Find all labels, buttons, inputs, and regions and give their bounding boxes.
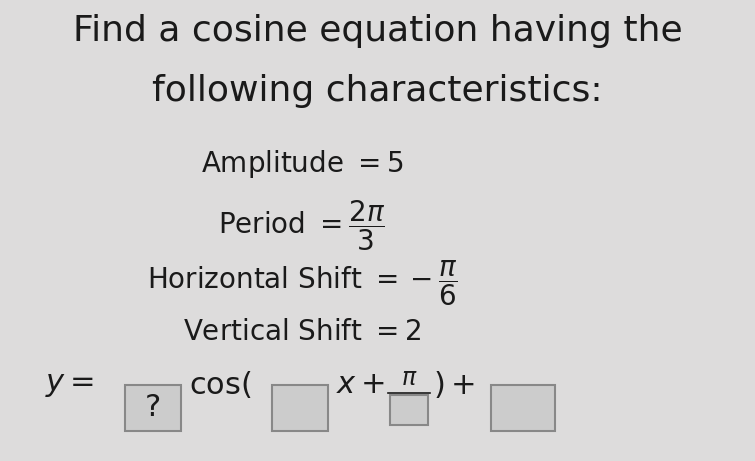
Text: $\mathrm{cos}($: $\mathrm{cos}($ (189, 369, 251, 401)
Text: $\pi$: $\pi$ (401, 366, 418, 390)
Text: Vertical Shift $= 2$: Vertical Shift $= 2$ (183, 318, 421, 346)
Text: $x +$: $x +$ (336, 371, 385, 399)
Text: $y =$: $y =$ (45, 371, 94, 399)
Text: Horizontal Shift $= -\dfrac{\pi}{6}$: Horizontal Shift $= -\dfrac{\pi}{6}$ (146, 258, 458, 308)
Text: following characteristics:: following characteristics: (153, 74, 602, 108)
FancyBboxPatch shape (491, 385, 555, 431)
Text: ?: ? (145, 394, 161, 422)
Text: Amplitude $= 5$: Amplitude $= 5$ (201, 148, 403, 179)
FancyBboxPatch shape (272, 385, 328, 431)
Text: Find a cosine equation having the: Find a cosine equation having the (72, 14, 683, 48)
FancyBboxPatch shape (390, 395, 428, 425)
FancyBboxPatch shape (125, 385, 181, 431)
Text: $) +$: $) +$ (433, 369, 475, 401)
Text: Period $= \dfrac{2\pi}{3}$: Period $= \dfrac{2\pi}{3}$ (218, 198, 386, 253)
